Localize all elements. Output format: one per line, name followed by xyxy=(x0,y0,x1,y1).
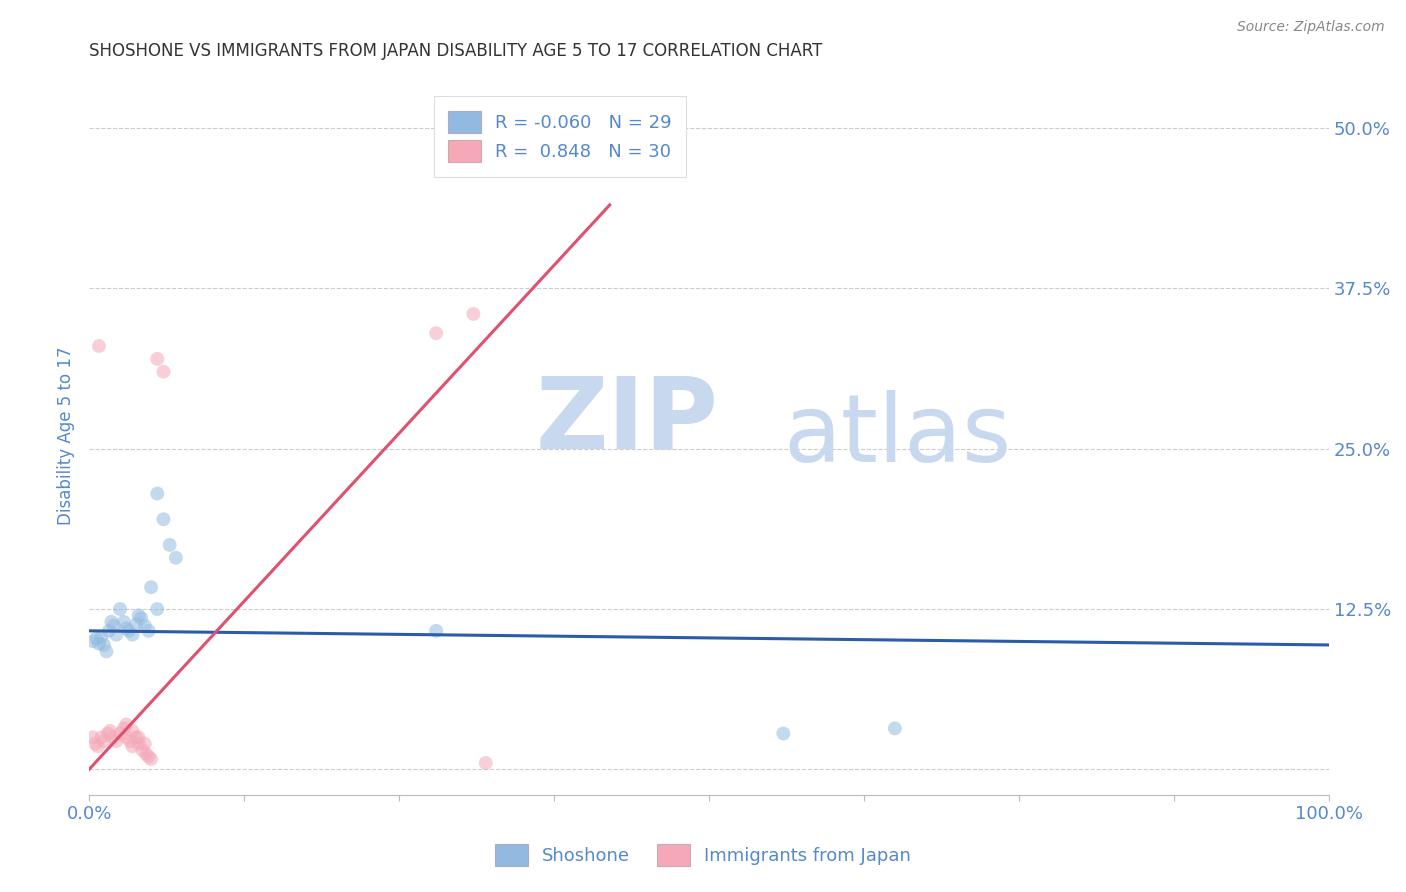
Point xyxy=(105,628,128,642)
Point xyxy=(128,731,150,745)
Point xyxy=(115,731,138,745)
Point xyxy=(93,638,115,652)
Point xyxy=(103,618,125,632)
Point xyxy=(87,739,110,754)
Point xyxy=(134,618,156,632)
Point xyxy=(108,726,131,740)
Point xyxy=(135,747,157,761)
Point xyxy=(108,602,131,616)
Point xyxy=(97,726,120,740)
Legend: Shoshone, Immigrants from Japan: Shoshone, Immigrants from Japan xyxy=(482,831,924,879)
Point xyxy=(86,632,108,646)
Point xyxy=(128,608,150,623)
Y-axis label: Disability Age 5 to 17: Disability Age 5 to 17 xyxy=(58,347,75,525)
Point xyxy=(90,731,112,745)
Point xyxy=(425,624,447,638)
Point xyxy=(98,723,121,738)
Point xyxy=(152,512,174,526)
Point xyxy=(159,538,181,552)
Point xyxy=(105,734,128,748)
Point xyxy=(121,628,143,642)
Point xyxy=(97,624,120,638)
Point xyxy=(115,717,138,731)
Point xyxy=(118,624,141,638)
Point xyxy=(100,615,122,629)
Point xyxy=(146,486,169,500)
Point xyxy=(146,351,169,366)
Point xyxy=(82,731,104,745)
Point xyxy=(463,307,485,321)
Point xyxy=(883,722,905,736)
Point xyxy=(90,630,112,644)
Point xyxy=(131,743,153,757)
Point xyxy=(425,326,447,341)
Text: SHOSHONE VS IMMIGRANTS FROM JAPAN DISABILITY AGE 5 TO 17 CORRELATION CHART: SHOSHONE VS IMMIGRANTS FROM JAPAN DISABI… xyxy=(89,42,823,60)
Point xyxy=(139,580,162,594)
Point xyxy=(96,644,118,658)
Point xyxy=(87,637,110,651)
Point xyxy=(93,734,115,748)
Legend: R = -0.060   N = 29, R =  0.848   N = 30: R = -0.060 N = 29, R = 0.848 N = 30 xyxy=(434,96,686,177)
Point xyxy=(87,339,110,353)
Point xyxy=(772,726,794,740)
Point xyxy=(138,749,160,764)
Point xyxy=(165,550,187,565)
Point xyxy=(139,752,162,766)
Point xyxy=(125,617,148,632)
Point xyxy=(115,621,138,635)
Point xyxy=(84,737,107,751)
Point xyxy=(112,615,135,629)
Point xyxy=(474,756,496,770)
Point xyxy=(146,602,169,616)
Text: ZIP: ZIP xyxy=(536,373,718,470)
Text: atlas: atlas xyxy=(783,390,1011,482)
Point xyxy=(121,723,143,738)
Point xyxy=(118,734,141,748)
Point xyxy=(129,611,152,625)
Point xyxy=(134,737,156,751)
Text: Source: ZipAtlas.com: Source: ZipAtlas.com xyxy=(1237,20,1385,34)
Point xyxy=(112,722,135,736)
Point xyxy=(101,731,124,745)
Point xyxy=(152,365,174,379)
Point xyxy=(121,739,143,754)
Point xyxy=(128,737,150,751)
Point xyxy=(82,634,104,648)
Point xyxy=(125,731,148,745)
Point xyxy=(138,624,160,638)
